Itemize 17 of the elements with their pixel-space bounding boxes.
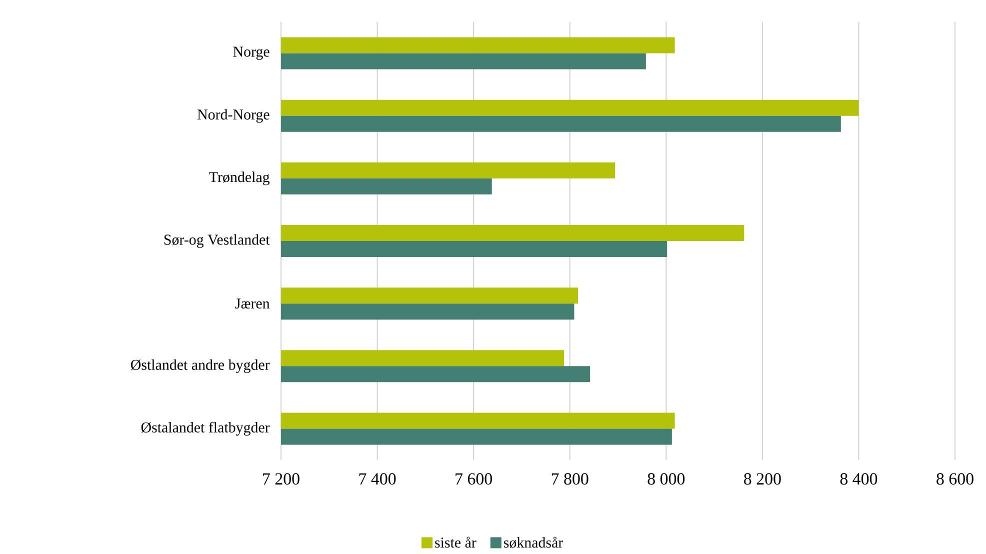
y-tick-label: Østalandet flatbygder [141,422,270,436]
legend-label: siste år [435,536,476,548]
y-tick-label: Norge [233,46,270,60]
y-tick-label: Østlandet andre bygder [131,359,270,373]
y-tick-label: Trøndelag [209,172,270,186]
x-tick-label: 7 600 [456,473,492,485]
x-tick-label: 7 800 [552,473,588,485]
y-tick-label: Jæren [235,298,270,309]
x-tick-label: 7 400 [359,473,396,485]
x-tick-label: 8 000 [648,473,685,485]
legend-label: søknadsår [504,536,564,548]
x-tick-label: 8 400 [840,473,878,485]
x-tick-label: 8 200 [744,473,781,485]
y-tick-label: Nord-Norge [197,109,270,123]
x-tick-label: 7 200 [263,473,300,485]
x-tick-label: 8 600 [936,473,974,485]
y-tick-label: Sør-og Vestlandet [164,234,270,248]
